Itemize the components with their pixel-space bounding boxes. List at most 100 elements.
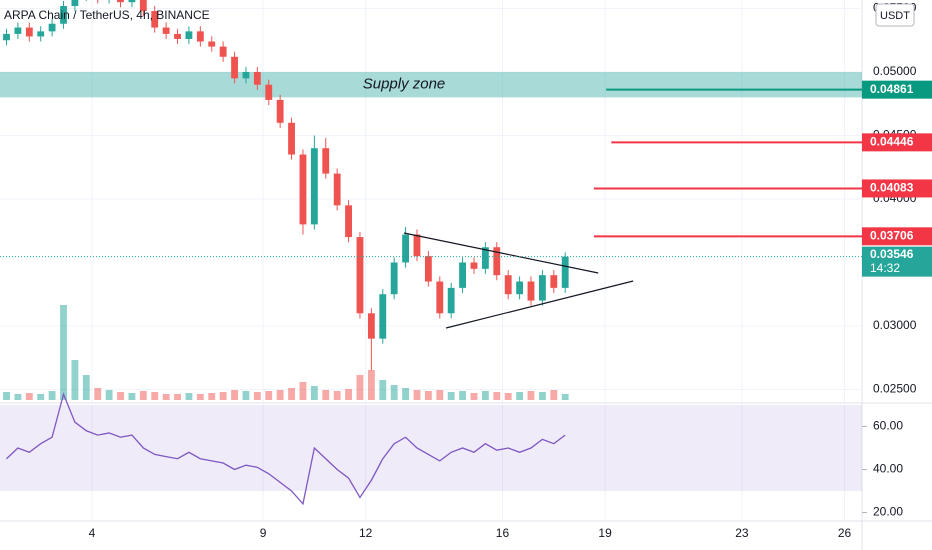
volume-bar: [162, 394, 170, 400]
volume-bar: [413, 390, 421, 400]
candle-body: [538, 275, 546, 301]
volume-bar: [527, 391, 535, 400]
volume-bar: [231, 390, 238, 400]
candle-body: [117, 0, 124, 3]
volume-bar: [242, 391, 250, 400]
rsi-tick-label: 20.00: [873, 505, 903, 519]
candle-body: [185, 31, 193, 39]
volume-bar: [356, 375, 364, 400]
candle-body: [231, 56, 238, 79]
x-tick-label: 4: [89, 526, 96, 540]
volume-bar: [25, 393, 33, 400]
volume-bar: [310, 386, 318, 400]
currency-badge[interactable]: [875, 3, 915, 27]
volume-bar: [3, 392, 10, 400]
candle-body: [71, 0, 79, 6]
last-price-label: 0.03546: [870, 247, 914, 261]
volume-bar: [447, 392, 455, 400]
volume-bar: [367, 370, 375, 400]
level-badge: [862, 133, 932, 152]
level-badge: [862, 80, 932, 99]
volume-bar: [299, 382, 307, 400]
candle-body: [37, 31, 45, 37]
volume-bar: [561, 394, 569, 400]
volume-bar: [402, 388, 410, 400]
volume-bar: [470, 393, 478, 400]
candle-body: [504, 275, 512, 295]
trend-line: [445, 280, 634, 329]
volume-bar: [504, 393, 512, 400]
volume-bar: [219, 392, 227, 400]
candle-body: [390, 262, 398, 295]
x-tick-label: 26: [838, 526, 852, 540]
countdown-label: 14:32: [870, 261, 900, 275]
candle-body: [322, 148, 330, 174]
volume-bar: [37, 394, 45, 400]
candle-body: [196, 31, 204, 42]
candle-body: [345, 205, 352, 238]
candle-body: [253, 72, 261, 85]
candle-body: [139, 0, 147, 12]
volume-bar: [60, 305, 67, 400]
volume-bar: [288, 388, 295, 400]
candle-body: [424, 256, 432, 282]
level-label: 0.04446: [870, 135, 914, 149]
x-tick-label: 23: [735, 526, 749, 540]
level-badge: [862, 179, 932, 198]
volume-bar: [390, 385, 398, 400]
volume-bar: [379, 380, 387, 400]
candle-body: [208, 41, 216, 47]
volume-bar: [174, 394, 181, 400]
currency-label: USDT: [880, 10, 910, 22]
level-badge: [862, 227, 932, 246]
volume-bar: [516, 392, 524, 400]
level-label: 0.03706: [870, 228, 914, 242]
candle-body: [128, 0, 136, 3]
volume-bar: [94, 388, 102, 400]
volume-bar: [424, 391, 432, 400]
candle-body: [367, 313, 375, 339]
chart-title: ARPA Chain / TetherUS, 4h, BINANCE: [4, 8, 210, 22]
y-tick-label: 0.05000: [873, 64, 917, 78]
candle-body: [333, 173, 341, 206]
supply-zone-label: Supply zone: [363, 76, 446, 93]
candle-body: [356, 237, 364, 314]
volume-bar: [550, 390, 558, 400]
candle-body: [174, 33, 181, 39]
candle-body: [25, 27, 33, 37]
candle-body: [436, 281, 444, 314]
rsi-band: [0, 405, 862, 491]
volume-bar: [128, 393, 136, 400]
candle-body: [550, 275, 558, 288]
volume-bar: [253, 392, 261, 400]
volume-bar: [82, 375, 90, 400]
rsi-tick-label: 60.00: [873, 419, 903, 433]
rsi-tick-label: 40.00: [873, 462, 903, 476]
candle-body: [481, 247, 489, 269]
candle-body: [447, 287, 455, 314]
trend-line: [403, 232, 599, 274]
volume-bar: [322, 390, 330, 400]
candle-body: [60, 5, 67, 24]
level-label: 0.04083: [870, 181, 914, 195]
candle-body: [162, 27, 170, 34]
rsi-line: [6, 392, 566, 506]
x-tick-label: 16: [496, 526, 510, 540]
y-tick-label: 0.03000: [873, 318, 917, 332]
candle-body: [299, 154, 307, 225]
candle-body: [310, 148, 318, 225]
candle-body: [527, 281, 535, 301]
candle-body: [459, 262, 466, 288]
x-tick-label: 12: [359, 526, 373, 540]
volume-bar: [493, 392, 501, 400]
level-label: 0.04861: [870, 82, 914, 96]
x-tick-label: 19: [598, 526, 612, 540]
volume-bar: [105, 390, 113, 400]
volume-bar: [459, 391, 466, 400]
volume-bar: [196, 394, 204, 400]
candle-body: [14, 27, 22, 34]
volume-bar: [481, 391, 489, 400]
candle-body: [265, 84, 273, 100]
volume-bar: [276, 390, 284, 400]
